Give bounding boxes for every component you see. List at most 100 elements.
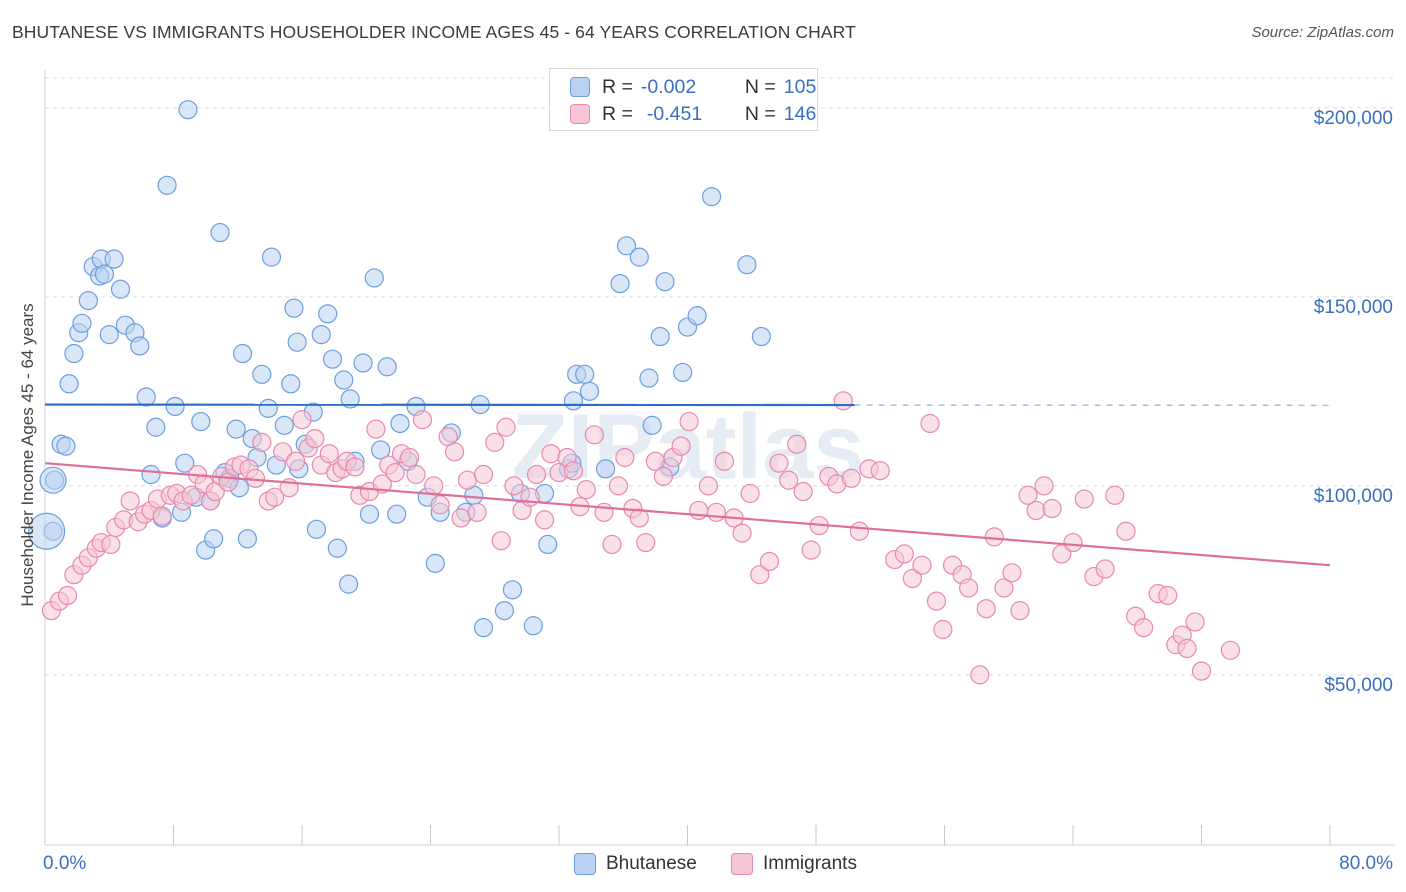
point-bhutanese (338, 574, 359, 594)
point-immigrants (444, 442, 465, 462)
stats-r-value: -0.451 (646, 102, 703, 125)
point-immigrants (912, 555, 932, 575)
point-immigrants (520, 487, 540, 507)
point-immigrants (400, 447, 420, 468)
point-immigrants (653, 466, 674, 487)
point-immigrants (265, 487, 285, 507)
legend-item-immigrants[interactable]: Immigrants (731, 853, 857, 875)
point-immigrants (1191, 661, 1212, 681)
point-immigrants (457, 470, 478, 490)
point-immigrants (1002, 563, 1022, 583)
point-immigrants (424, 476, 444, 496)
point-immigrants (706, 502, 727, 522)
point-immigrants (602, 534, 622, 555)
stats-r-value: -0.002 (640, 75, 697, 98)
point-immigrants (801, 540, 821, 560)
point-bhutanese (629, 247, 649, 267)
stats-n-label: N = (744, 102, 776, 125)
point-bhutanese (252, 364, 272, 384)
point-immigrants (787, 434, 807, 454)
point-bhutanese (64, 343, 84, 364)
point-bhutanese (318, 304, 338, 324)
point-immigrants (504, 476, 524, 496)
point-immigrants (994, 578, 1014, 598)
point-immigrants (491, 531, 511, 551)
trend-line-immigrants (44, 462, 1331, 567)
point-immigrants (1177, 638, 1197, 659)
point-immigrants (1158, 585, 1178, 606)
point-immigrants (496, 417, 516, 437)
point-immigrants (372, 474, 392, 494)
point-immigrants (292, 410, 312, 430)
point-immigrants (841, 468, 861, 488)
point-immigrants (563, 461, 584, 481)
point-immigrants (273, 442, 293, 462)
point-immigrants (1105, 485, 1125, 505)
point-bhutanese (146, 417, 166, 437)
point-bhutanese (104, 249, 124, 269)
point-immigrants (608, 476, 629, 496)
point-immigrants (689, 500, 709, 521)
point-immigrants (933, 619, 953, 640)
point-bhutanese-large (28, 512, 66, 550)
point-bhutanese (99, 325, 119, 345)
point-bhutanese (473, 618, 494, 638)
point-immigrants (1116, 521, 1136, 541)
point-bhutanese (610, 273, 630, 294)
point-immigrants (976, 599, 996, 619)
point-immigrants (57, 585, 78, 606)
stats-n-label: N = (744, 75, 776, 98)
point-immigrants (385, 463, 405, 483)
point-immigrants (485, 432, 505, 452)
source-label: Source: ZipAtlas.com (1251, 24, 1394, 41)
point-bhutanese (579, 381, 600, 401)
x-tick-label-min: 0.0% (43, 853, 86, 874)
point-bhutanese (226, 419, 246, 439)
point-bhutanese (673, 362, 693, 383)
point-bhutanese (281, 374, 301, 394)
point-immigrants (732, 523, 752, 543)
stats-r-label: R = (602, 102, 633, 125)
grid-lines (45, 77, 1395, 676)
point-immigrants (366, 419, 386, 439)
point-immigrants (920, 413, 940, 434)
point-immigrants (305, 428, 325, 449)
y-tick-label: $200,000 (1314, 108, 1393, 129)
y-tick-label: $100,000 (1314, 486, 1393, 507)
point-immigrants (473, 464, 494, 485)
point-bhutanese (650, 326, 670, 347)
point-bhutanese (232, 343, 253, 364)
point-bhutanese (175, 453, 195, 473)
point-bhutanese (751, 326, 771, 347)
point-immigrants (285, 451, 306, 471)
bottom-legend: Bhutanese Immigrants (0, 850, 1406, 880)
point-immigrants (926, 591, 947, 611)
stats-legend: R = -0.002 N = 105 R = -0.451 N = 146 (549, 68, 818, 131)
point-bhutanese (258, 398, 278, 418)
stats-n-value: 146 (783, 102, 817, 125)
point-bhutanese (502, 580, 523, 600)
legend-swatch-bhutanese (574, 853, 596, 875)
stats-swatch-bhutanese (570, 77, 590, 97)
point-bhutanese (306, 519, 327, 539)
point-immigrants (740, 483, 760, 504)
stats-swatch-immigrants (570, 104, 590, 124)
point-immigrants (181, 485, 201, 505)
legend-item-bhutanese[interactable]: Bhutanese (574, 853, 697, 875)
point-bhutanese (538, 534, 558, 555)
point-immigrants (1010, 601, 1030, 621)
point-immigrants (870, 461, 890, 481)
point-immigrants (1095, 559, 1115, 579)
point-bhutanese (359, 504, 380, 524)
point-bhutanese (334, 370, 354, 390)
point-immigrants (902, 568, 922, 589)
point-bhutanese (72, 313, 92, 333)
point-immigrants (629, 508, 649, 528)
chart-title: BHUTANESE VS IMMIGRANTS HOUSEHOLDER INCO… (12, 22, 856, 42)
point-immigrants (769, 453, 789, 473)
point-immigrants (1026, 500, 1046, 521)
point-bhutanese (56, 436, 76, 456)
point-immigrants (534, 510, 555, 530)
stats-n-value: 105 (783, 75, 817, 98)
